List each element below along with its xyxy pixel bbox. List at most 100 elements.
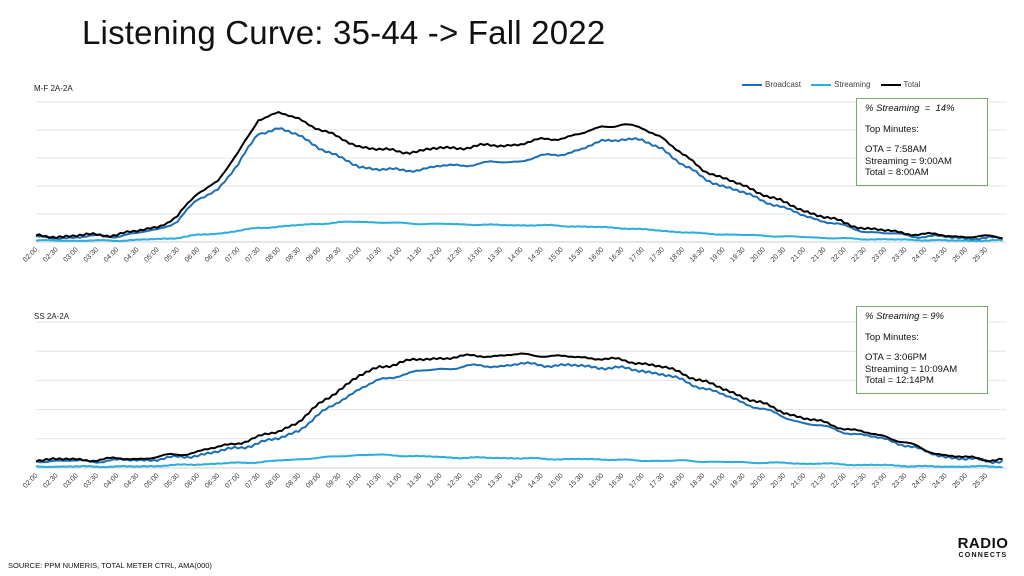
x-tick-label: 14:00 (507, 246, 524, 263)
callout-line: Total = 8:00AM (865, 167, 929, 178)
x-tick-label: 02:00 (22, 246, 39, 263)
x-tick-label: 22:30 (851, 472, 868, 489)
x-tick-label: 18:30 (689, 246, 706, 263)
x-tick-label: 22:30 (851, 246, 868, 263)
x-tick-label: 12:00 (426, 246, 443, 263)
x-tick-label: 19:00 (709, 472, 726, 489)
x-tick-label: 23:30 (891, 472, 908, 489)
x-tick-label: 22:00 (830, 246, 847, 263)
legend-swatch-streaming (811, 83, 832, 86)
x-tick-label: 24:30 (931, 472, 948, 489)
x-tick-label: 02:30 (42, 246, 59, 263)
x-tick-label: 15:00 (547, 472, 564, 489)
x-tick-label: 12:30 (446, 246, 463, 263)
callout-line: OTA = 7:58AM (865, 144, 927, 155)
x-tick-label: 17:30 (649, 246, 666, 263)
x-tick-label: 10:00 (345, 246, 362, 263)
x-tick-label: 04:30 (123, 246, 140, 263)
x-tick-label: 05:00 (143, 472, 160, 489)
x-tick-label: 18:00 (669, 246, 686, 263)
series-line-broadcast (35, 361, 1004, 465)
legend-swatch-total (880, 83, 901, 86)
chart-label: SS 2A-2A (34, 312, 70, 321)
x-tick-label: 20:30 (770, 472, 787, 489)
x-tick-label: 10:00 (345, 472, 362, 489)
x-tick-label: 11:30 (406, 472, 423, 489)
x-tick-label: 16:00 (588, 246, 605, 263)
x-tick-label: 25:30 (972, 472, 989, 489)
x-tick-label: 14:00 (507, 472, 524, 489)
x-tick-label: 17:30 (649, 472, 666, 489)
x-tick-label: 07:30 (244, 472, 261, 489)
x-tick-label: 05:30 (164, 472, 181, 489)
source-footnote: SOURCE: PPM NUMERIS, TOTAL METER CTRL, A… (8, 561, 212, 570)
legend-label: Total (903, 80, 921, 89)
x-tick-label: 24:00 (911, 472, 928, 489)
legend: Broadcast Streaming Total (742, 80, 920, 89)
x-tick-label: 07:30 (244, 246, 261, 263)
x-tick-label: 17:00 (628, 472, 645, 489)
x-tick-label: 24:00 (911, 246, 928, 263)
x-tick-label: 03:00 (62, 472, 79, 489)
legend-swatch-broadcast (742, 83, 762, 86)
chart-svg: 02:00 02:30 03:00 03:30 04:00 04:30 05:00 05:30… (22, 101, 1006, 264)
x-tick-label: 12:30 (446, 472, 463, 489)
x-tick-label: 04:30 (123, 472, 140, 489)
legend-item-streaming: Streaming (811, 80, 871, 89)
x-tick-label: 18:00 (669, 472, 686, 489)
x-tick-label: 06:30 (204, 472, 221, 489)
x-tick-label: 20:00 (750, 246, 767, 263)
callout-line: OTA = 3:06PM (865, 352, 927, 363)
x-tick-label: 15:30 (568, 472, 585, 489)
x-tick-label: 04:00 (103, 246, 120, 263)
x-tick-label: 08:00 (265, 472, 282, 489)
x-tick-label: 12:00 (426, 472, 443, 489)
x-tick-label: 06:00 (184, 246, 201, 263)
gridlines (36, 101, 1006, 215)
x-tick-label: 11:00 (386, 472, 403, 489)
x-tick-label: 19:00 (709, 246, 726, 263)
x-tick-label: 08:30 (285, 246, 302, 263)
streaming-pct: % Streaming = 9% (865, 311, 944, 322)
legend-item-total: Total (880, 80, 921, 89)
legend-item-broadcast: Broadcast (742, 80, 801, 89)
x-tick-label: 25:30 (972, 246, 989, 263)
logo-word-bottom: CONNECTS (958, 552, 1008, 559)
callout-line: Streaming = 9:00AM (865, 155, 952, 167)
logo-word-top: RADIO (957, 535, 1009, 552)
x-tick-label: 20:30 (770, 246, 787, 263)
x-tick-label: 04:00 (103, 472, 120, 489)
x-tick-label: 25:00 (952, 472, 969, 489)
top-minutes-heading: Top Minutes: (865, 331, 919, 343)
callout-line: Streaming = 10:09AM (865, 363, 958, 375)
x-tick-label: 19:30 (729, 472, 746, 489)
x-tick-label: 20:00 (750, 472, 767, 489)
x-tick-label: 07:00 (224, 246, 241, 263)
x-tick-label: 03:00 (62, 246, 79, 263)
x-tick-label: 03:30 (83, 472, 100, 489)
series-line-streaming (35, 220, 1003, 243)
x-tick-label: 09:30 (325, 246, 342, 263)
x-tick-label: 13:30 (487, 472, 504, 489)
x-tick-label: 02:00 (22, 472, 39, 489)
x-tick-label: 14:30 (527, 472, 544, 489)
x-tick-label: 10:30 (366, 472, 383, 489)
x-tick-label: 10:30 (366, 246, 383, 263)
chart-ss: SS 2A-2A 02:00 02:30 03:00 03:30 04:00 04:30 0… (0, 300, 1024, 522)
x-tick-label: 02:30 (42, 472, 59, 489)
x-tick-label: 16:30 (608, 472, 625, 489)
streaming-callout: % Streaming = 9% Top Minutes: OTA = 3:06… (856, 306, 988, 394)
x-tick-label: 21:30 (810, 472, 827, 489)
series-line-streaming (35, 453, 1003, 469)
x-tick-label: 08:00 (265, 246, 282, 263)
series-line-total (35, 111, 1003, 240)
legend-label: Streaming (834, 80, 871, 89)
x-tick-label: 05:00 (143, 246, 160, 263)
x-tick-label: 21:30 (810, 246, 827, 263)
x-tick-label: 09:00 (305, 246, 322, 263)
x-tick-label: 13:00 (467, 472, 484, 489)
x-tick-label: 17:00 (628, 246, 645, 263)
radio-connects-logo: RADIO CONNECTS (950, 535, 1016, 562)
top-minutes-heading: Top Minutes: (865, 123, 919, 135)
x-tick-label: 19:30 (729, 246, 746, 263)
